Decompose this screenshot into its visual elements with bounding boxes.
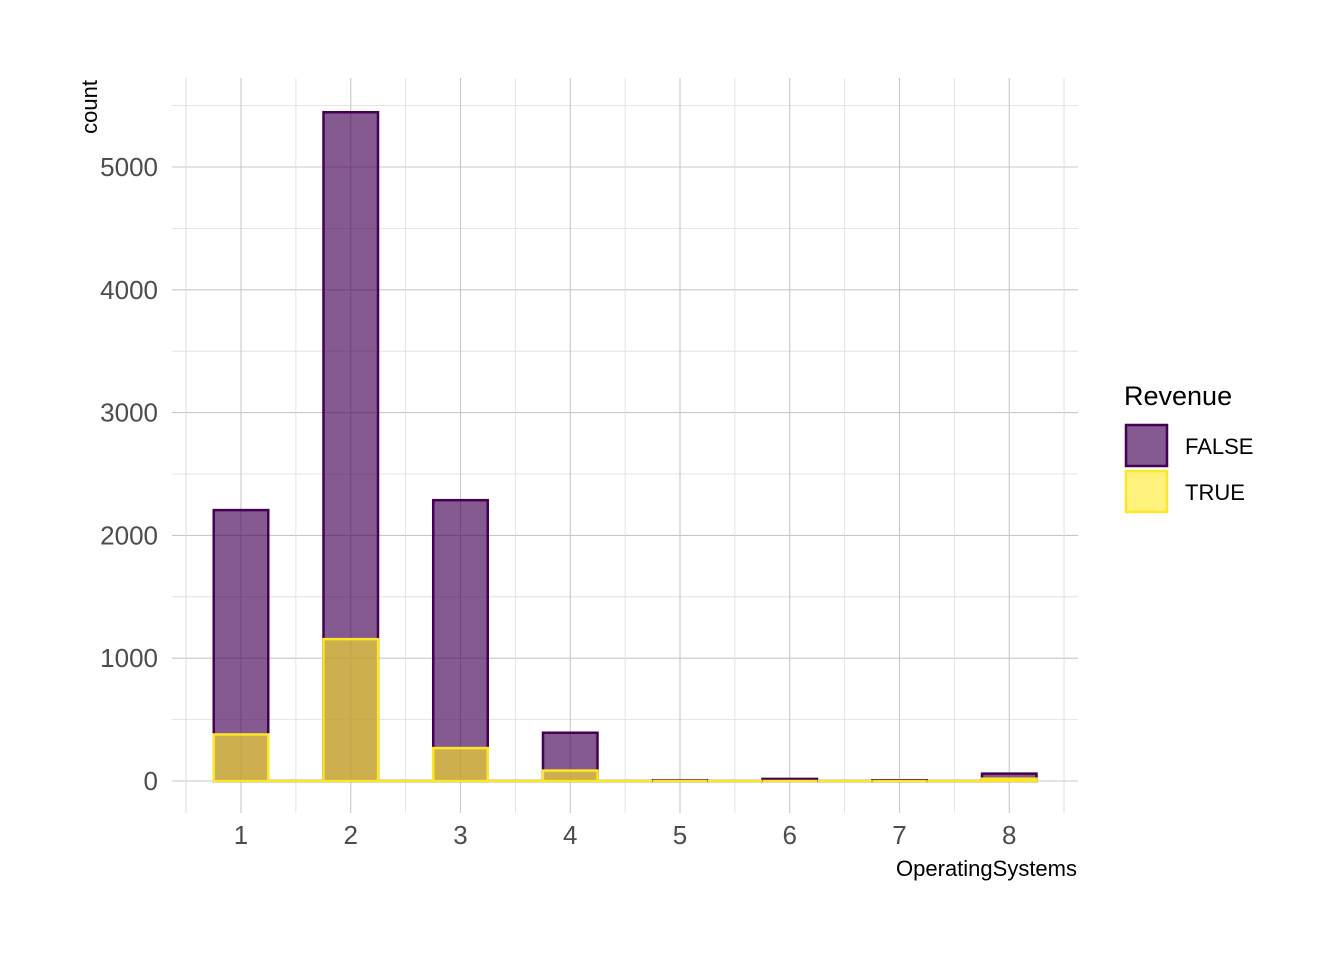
y-tick-label: 1000 [100,643,158,673]
legend-title: Revenue [1124,381,1232,411]
y-tick-label: 5000 [100,152,158,182]
y-tick-label: 4000 [100,275,158,305]
x-tick-label: 6 [783,820,797,850]
bar-true-os-3 [432,746,489,783]
bars [212,110,1038,783]
y-tick-label: 2000 [100,520,158,550]
bar-true-os-4 [541,769,599,783]
x-tick-label: 2 [344,820,358,850]
legend-items: FALSE TRUE [1124,423,1253,514]
x-tick-label: 7 [892,820,906,850]
y-tick-label: 3000 [100,398,158,428]
legend-label-false: FALSE [1185,434,1253,459]
x-tick-label: 1 [234,820,248,850]
x-axis-title: OperatingSystems [896,856,1077,881]
legend-key-true [1124,469,1169,514]
bar-true-os-1 [212,733,270,783]
series-true [212,637,1038,783]
x-tick-label: 3 [453,820,467,850]
tick-labels: 0 1000 2000 3000 4000 5000 1 2 3 4 5 6 7 8 [100,152,1016,850]
x-tick-label: 5 [673,820,687,850]
legend: Revenue FALSE TRUE [1124,381,1253,514]
bar-true-os-2 [322,637,380,783]
x-tick-label: 4 [563,820,577,850]
y-axis-title: count [77,80,102,134]
legend-key-false [1124,423,1169,468]
gridlines [172,78,1078,813]
bar-false-os-3 [432,498,489,783]
legend-label-true: TRUE [1185,480,1245,505]
bar-true-os-8 [980,777,1038,783]
x-tick-label: 8 [1002,820,1016,850]
y-tick-label: 0 [144,766,158,796]
